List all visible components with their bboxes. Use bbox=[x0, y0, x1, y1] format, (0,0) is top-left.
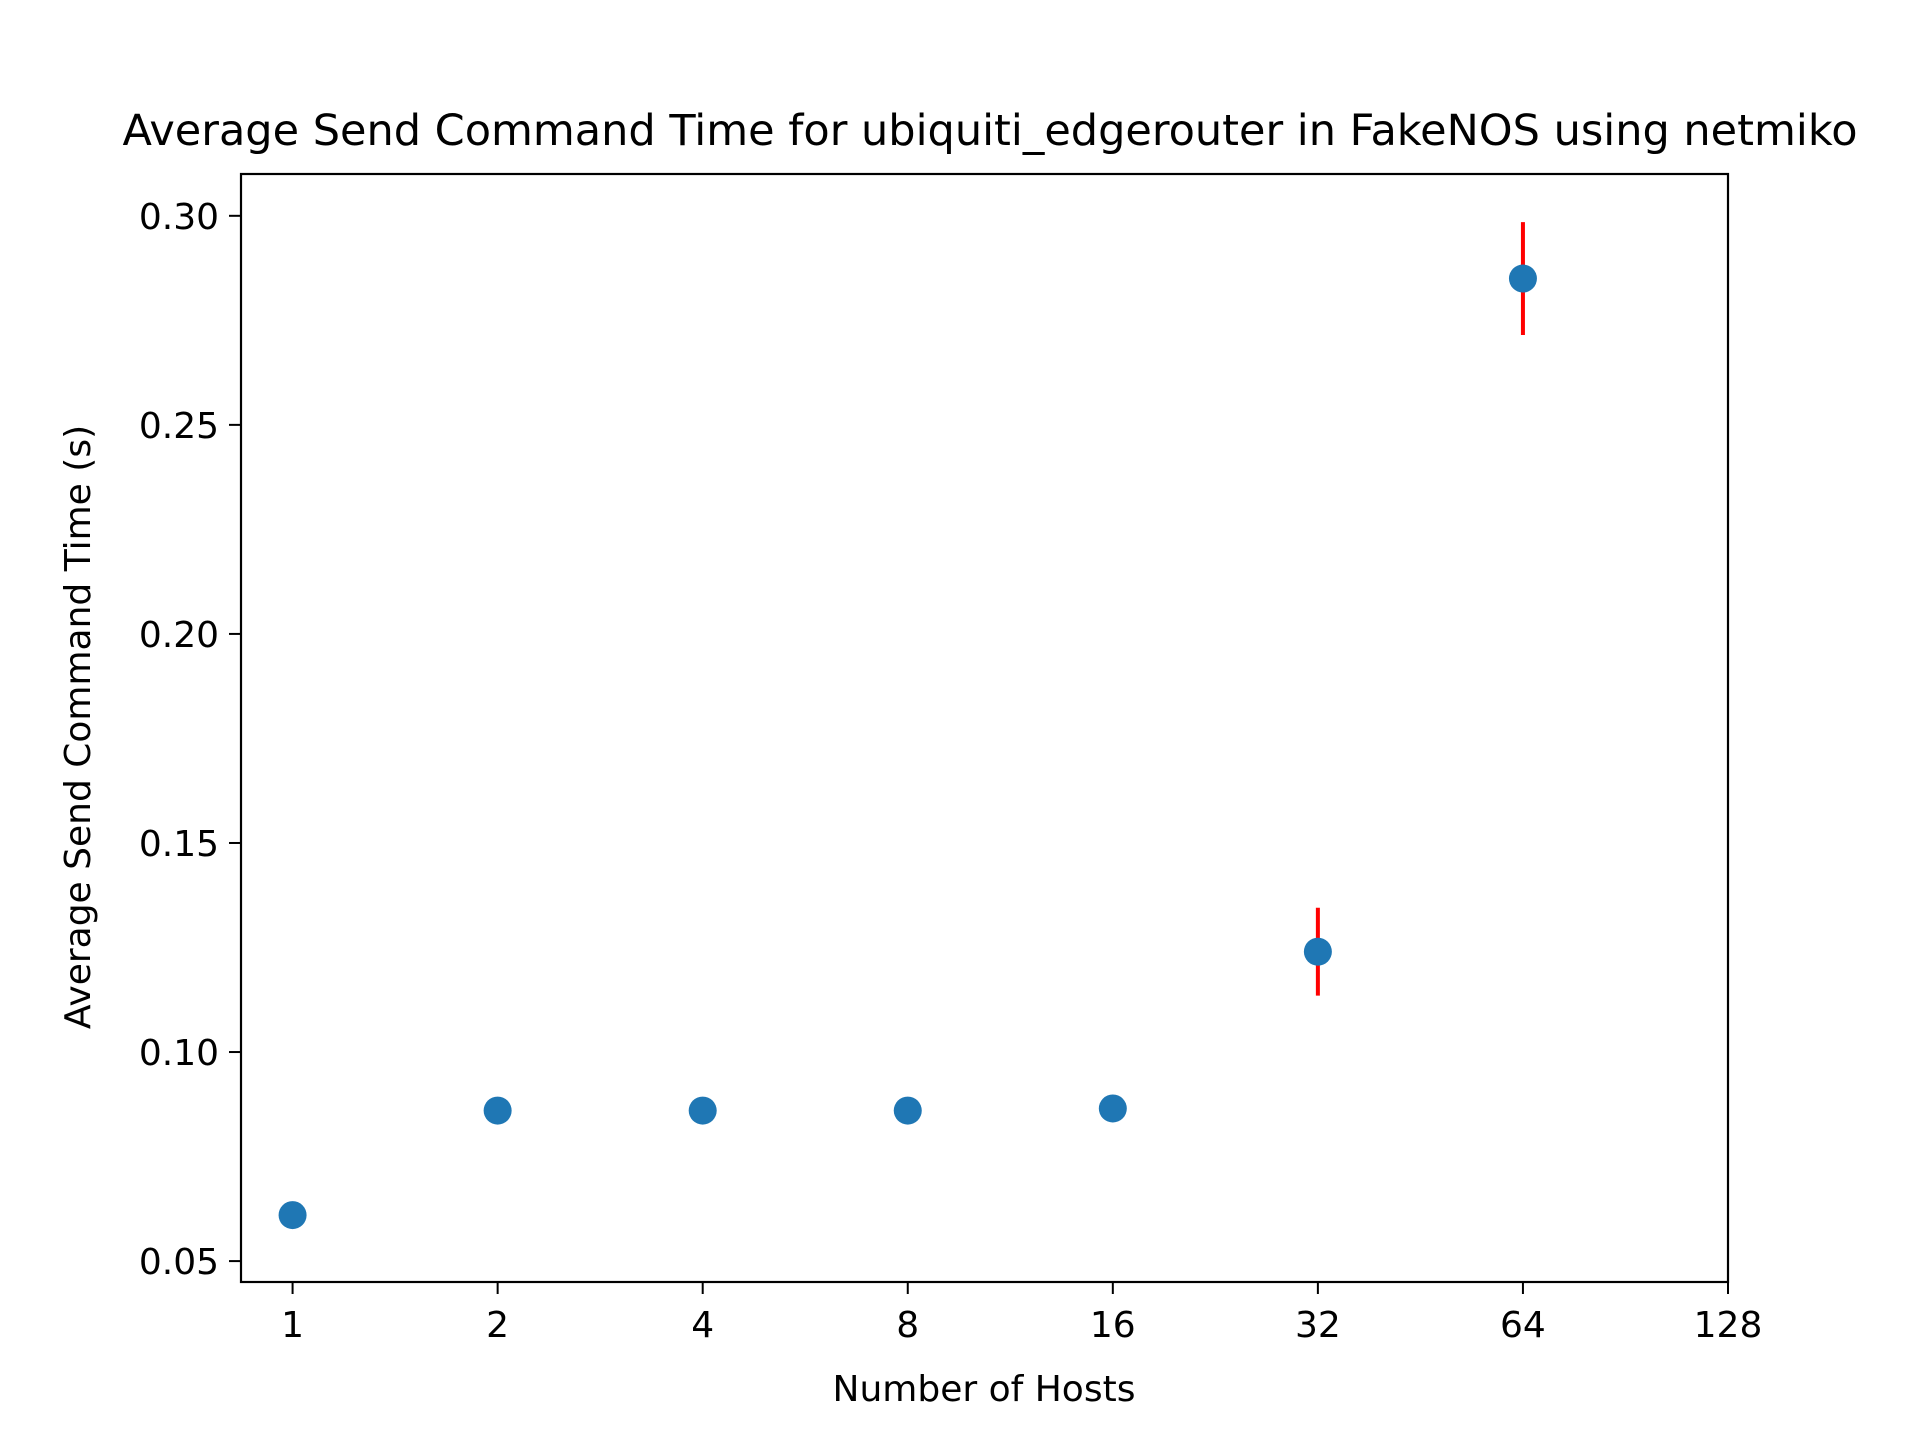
data-point bbox=[483, 1096, 512, 1125]
y-tick-label: 0.20 bbox=[139, 615, 219, 656]
y-tick-label: 0.15 bbox=[139, 824, 219, 865]
x-tick-label: 2 bbox=[486, 1305, 509, 1346]
data-point bbox=[1303, 937, 1332, 966]
x-axis-label: Number of Hosts bbox=[833, 1369, 1136, 1410]
y-tick-label: 0.10 bbox=[139, 1033, 219, 1074]
data-point bbox=[893, 1096, 922, 1125]
data-points bbox=[278, 222, 1537, 1230]
x-tick-label: 32 bbox=[1295, 1305, 1341, 1346]
y-tick-label: 0.05 bbox=[139, 1242, 219, 1283]
data-point bbox=[278, 1201, 307, 1230]
x-tick-label: 16 bbox=[1090, 1305, 1136, 1346]
y-tick-label: 0.25 bbox=[139, 406, 219, 447]
y-tick-label: 0.30 bbox=[139, 197, 219, 238]
x-tick-label: 64 bbox=[1500, 1305, 1546, 1346]
chart-title: Average Send Command Time for ubiquiti_e… bbox=[122, 106, 1857, 156]
x-tick-label: 128 bbox=[1694, 1305, 1763, 1346]
data-point bbox=[688, 1096, 717, 1125]
x-tick-label: 1 bbox=[281, 1305, 304, 1346]
y-axis-label: Average Send Command Time (s) bbox=[58, 425, 99, 1029]
plot-area bbox=[239, 172, 1730, 1284]
x-tick-label: 4 bbox=[691, 1305, 714, 1346]
x-axis: 1 2 4 8 16 32 64 128 bbox=[281, 1282, 1762, 1346]
data-point bbox=[1508, 264, 1537, 293]
x-tick-label: 8 bbox=[896, 1305, 919, 1346]
y-axis: 0.05 0.10 0.15 0.20 0.25 0.30 bbox=[139, 197, 241, 1283]
data-point bbox=[1098, 1094, 1127, 1123]
